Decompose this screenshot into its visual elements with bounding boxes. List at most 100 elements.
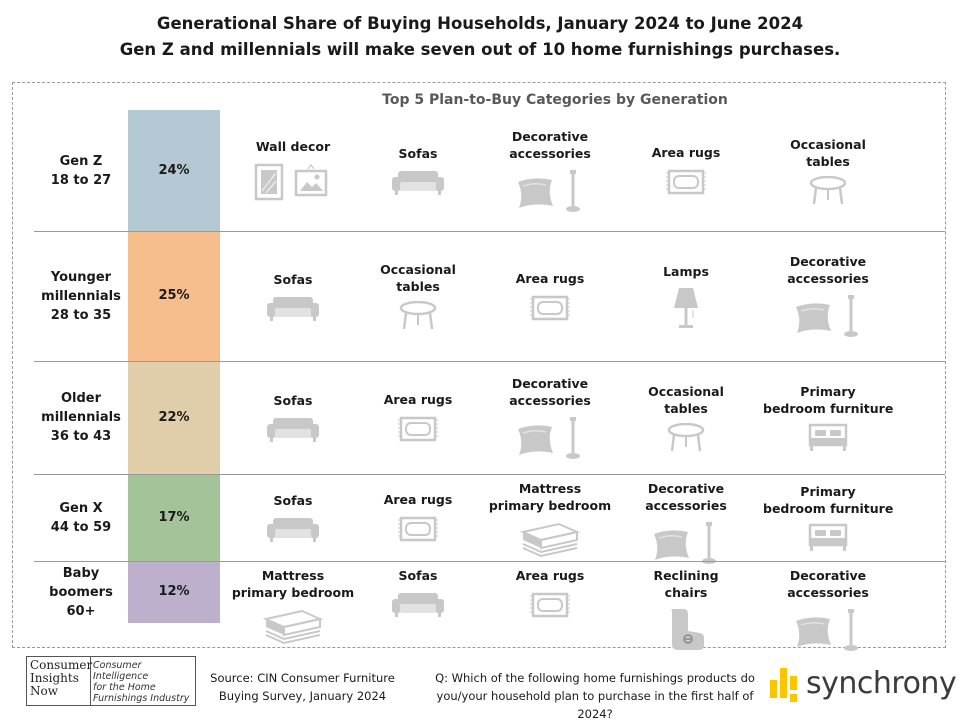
logo-right-line: Furnishings Industry <box>93 693 190 704</box>
cin-logo: Consumer Insights Now Consumer Intellige… <box>26 656 196 706</box>
sofa-icon <box>353 590 483 618</box>
category-label: Area rugs <box>353 391 483 408</box>
category-label-line: Area rugs <box>651 145 721 160</box>
share-bar <box>128 361 220 474</box>
row-divider <box>34 561 945 562</box>
category-cell: Decorative accessories <box>763 253 893 339</box>
generation-label-line: millennials <box>41 410 121 425</box>
category-label-line: Area rugs <box>515 271 585 286</box>
category-label-line: primary bedroom <box>231 585 355 600</box>
generation-label: Baby boomers 60+ <box>34 564 128 621</box>
generation-row: Younger millennials 28 to 35 25% <box>34 231 945 361</box>
category-cell: Sofas <box>353 567 483 618</box>
category-label-line: Sofas <box>273 272 313 287</box>
category-label-line: accessories <box>509 146 591 161</box>
chart-frame <box>12 82 946 648</box>
category-cell: Decorative accessories <box>485 128 615 214</box>
wall-decor-icon <box>228 161 358 203</box>
generation-label: Gen Z 18 to 27 <box>34 152 128 190</box>
category-label-line: accessories <box>787 585 869 600</box>
generation-label-line: 18 to 27 <box>50 173 112 188</box>
chart-title: Generational Share of Buying Households,… <box>156 14 804 33</box>
category-label: Occasional tables <box>763 136 893 170</box>
recliner-icon <box>621 607 751 653</box>
share-bar <box>128 474 220 561</box>
category-label-line: Lamps <box>663 264 709 279</box>
category-label-line: Occasional <box>648 384 724 399</box>
logo-left-line: Insights <box>30 671 79 685</box>
generation-label-line: Younger <box>50 270 112 285</box>
category-label-line: Mattress <box>261 568 325 583</box>
sofa-icon <box>353 168 483 196</box>
category-label-line: Wall decor <box>255 139 331 154</box>
synchrony-logo: synchrony <box>768 664 957 704</box>
category-label: Decorative accessories <box>485 128 615 162</box>
category-label-line: Primary <box>800 384 856 399</box>
mattress-icon <box>228 607 358 645</box>
category-cell: Sofas <box>228 492 358 543</box>
category-cell: Sofas <box>228 271 358 322</box>
category-cell: Area rugs <box>353 391 483 444</box>
category-label-line: tables <box>664 401 708 416</box>
decorative-accessories-icon <box>621 520 751 566</box>
row-divider <box>34 474 945 475</box>
row-divider <box>34 231 945 232</box>
category-label: Area rugs <box>353 491 483 508</box>
category-label: Occasional tables <box>353 261 483 295</box>
category-label-line: chairs <box>664 585 708 600</box>
category-label: Lamps <box>621 263 751 280</box>
generation-label-line: 28 to 35 <box>50 308 112 323</box>
generation-label: Younger millennials 28 to 35 <box>34 268 128 325</box>
question-line: Q: Which of the following home furnishin… <box>435 671 755 685</box>
generation-label-line: Baby <box>62 566 100 581</box>
generation-row: Gen X 44 to 59 17% <box>34 474 945 561</box>
occasional-table-icon <box>353 301 483 331</box>
sofa-icon <box>228 415 358 443</box>
category-label-line: Decorative <box>511 376 589 391</box>
category-cell: Lamps <box>621 263 751 330</box>
decorative-accessories-icon <box>763 607 893 653</box>
category-cell: Area rugs <box>353 491 483 544</box>
category-label: Wall decor <box>228 138 358 155</box>
category-label: Sofas <box>228 492 358 509</box>
category-label-line: Sofas <box>273 493 313 508</box>
category-label-line: Sofas <box>273 393 313 408</box>
category-label-line: Area rugs <box>383 492 453 507</box>
category-label: Primary bedroom furniture <box>763 483 893 517</box>
category-label-line: bedroom furniture <box>763 501 894 516</box>
share-value: 25% <box>158 288 190 303</box>
category-label: Mattress primary bedroom <box>485 480 615 514</box>
category-label-line: Primary <box>800 484 856 499</box>
category-label: Mattress primary bedroom <box>228 567 358 601</box>
generation-label-line: 60+ <box>66 604 96 619</box>
cin-logo-wordmark: Consumer Insights Now <box>27 657 92 705</box>
category-label: Sofas <box>353 145 483 162</box>
generation-label-line: Gen Z <box>59 154 103 169</box>
logo-right-line: Consumer Intelligence <box>93 660 149 682</box>
category-cell: Wall decor <box>228 138 358 203</box>
row-divider <box>34 361 945 362</box>
synchrony-mark-icon <box>770 668 797 702</box>
category-label: Decorative accessories <box>485 375 615 409</box>
category-label-line: accessories <box>787 271 869 286</box>
generation-row: Gen Z 18 to 27 24% <box>34 110 945 231</box>
logo-right-line: for the Home <box>93 682 156 693</box>
generation-label: Older millennials 36 to 43 <box>34 389 128 446</box>
category-cell: Occasional tables <box>763 136 893 206</box>
category-label: Area rugs <box>485 270 615 287</box>
occasional-table-icon <box>763 176 893 206</box>
category-cell: Occasional tables <box>621 383 751 453</box>
category-label: Decorative accessories <box>763 253 893 287</box>
generation-label-line: boomers <box>49 585 113 600</box>
bed-icon <box>763 423 893 453</box>
category-cell: Decorative accessories <box>621 480 751 566</box>
category-label-line: Sofas <box>398 146 438 161</box>
area-rug-icon <box>353 414 483 444</box>
category-label-line: Area rugs <box>515 568 585 583</box>
decorative-accessories-icon <box>485 415 615 461</box>
category-label-line: Sofas <box>398 568 438 583</box>
area-rug-icon <box>485 590 615 620</box>
synchrony-wordmark: synchrony <box>806 666 957 701</box>
decorative-accessories-icon <box>763 293 893 339</box>
generation-label-line: 36 to 43 <box>50 429 112 444</box>
